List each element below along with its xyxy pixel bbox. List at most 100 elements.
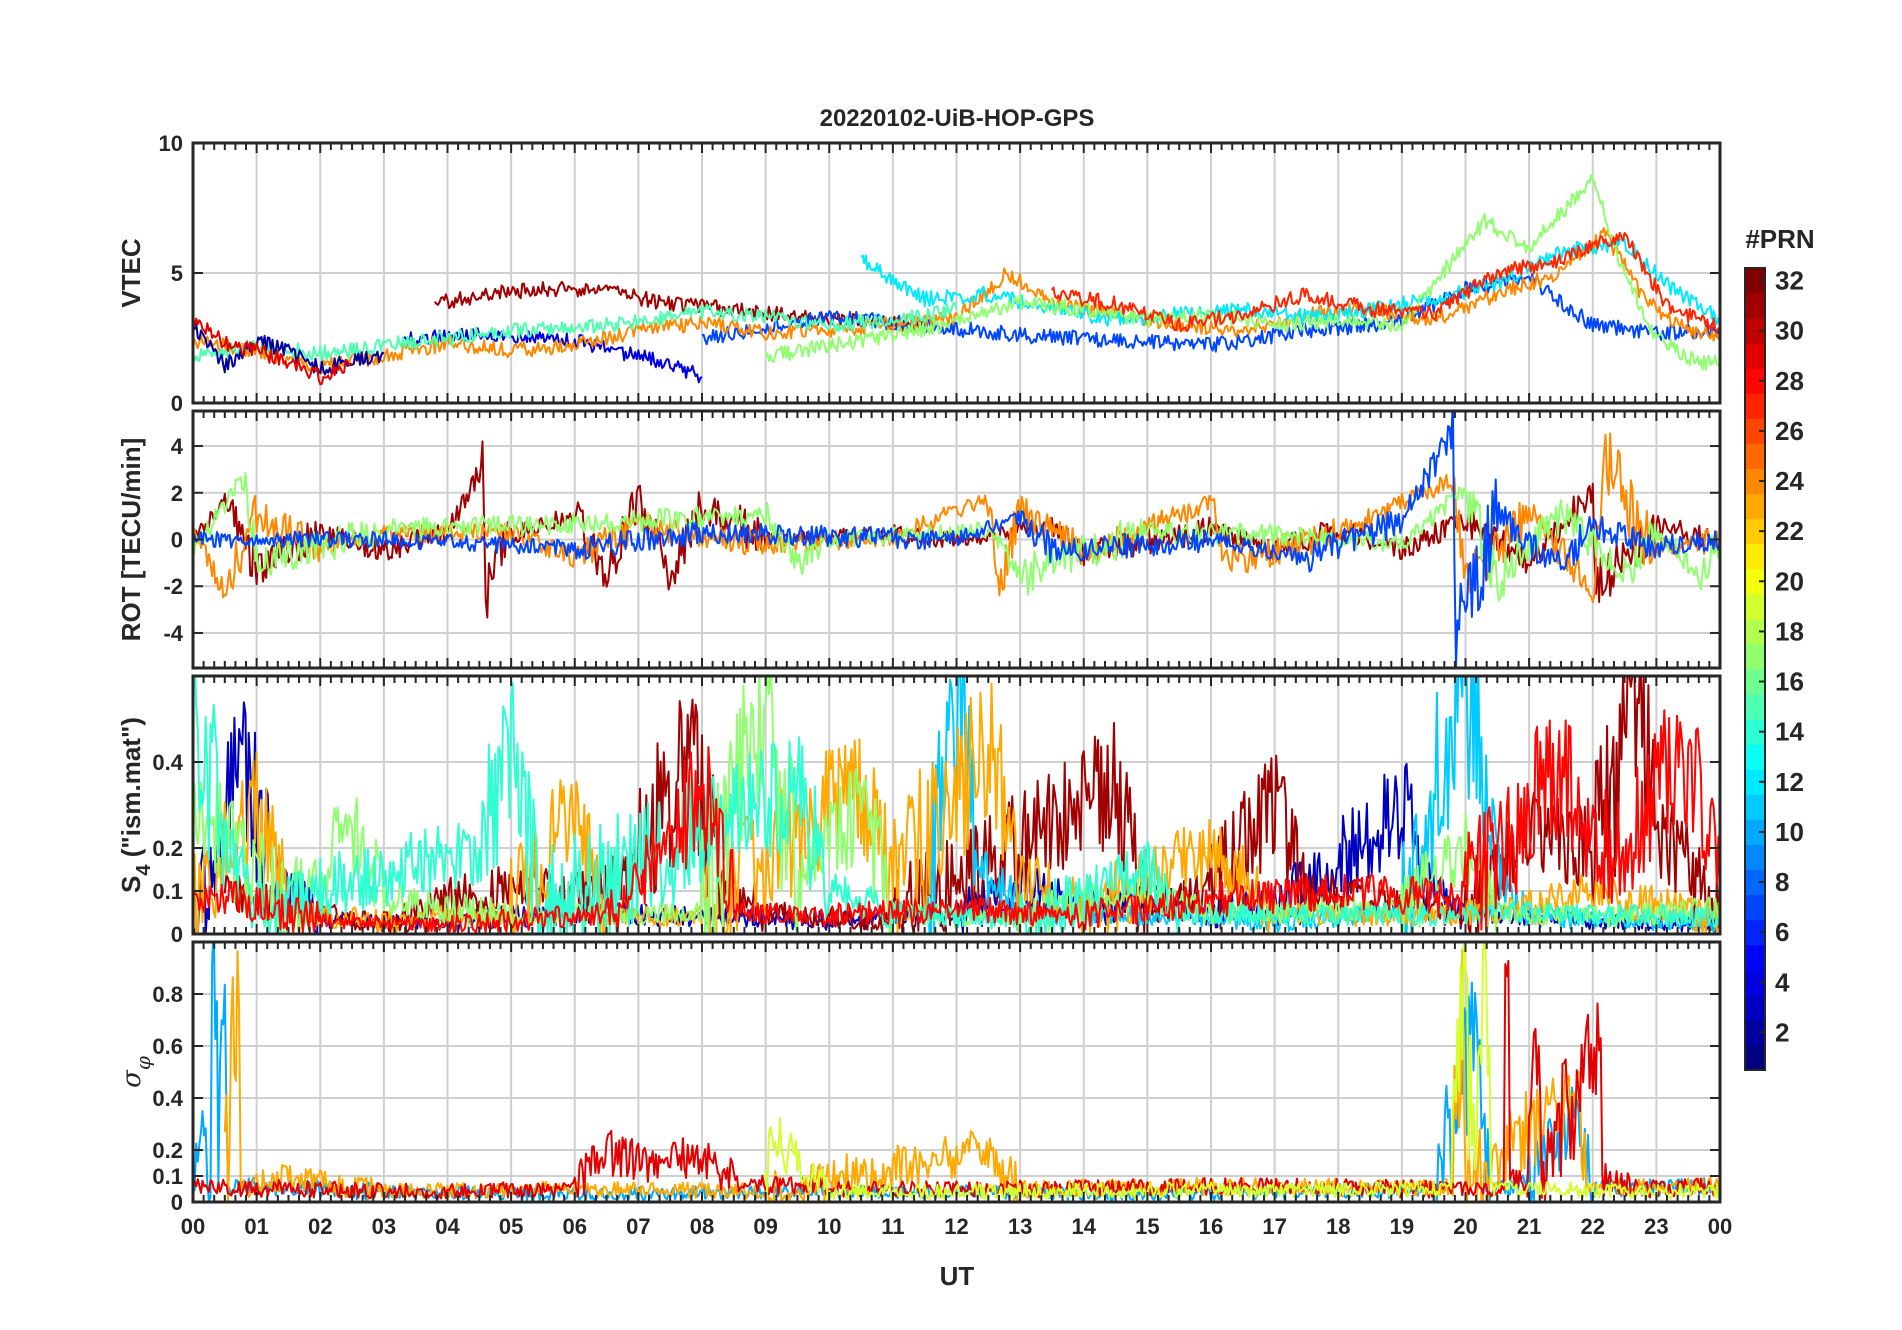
panel-s4: 0 0.1 0.2 0.4S4 ("ism.mat"): [116, 674, 1722, 947]
colorbar-tick-label: 2: [1775, 1017, 1789, 1047]
series-prn-17: [193, 471, 1720, 602]
colorbar-band: [1745, 343, 1765, 369]
x-tick-label: 20: [1453, 1214, 1477, 1239]
y-tick-label: 5: [171, 261, 183, 286]
colorbar-band: [1745, 318, 1765, 344]
x-tick-label: 03: [372, 1214, 396, 1239]
colorbar-band: [1745, 944, 1765, 971]
y-axis-label-rest: ("ism.mat"): [116, 717, 146, 864]
colorbar-band: [1745, 694, 1765, 720]
colorbar-band: [1745, 894, 1765, 921]
colorbar-band: [1745, 1019, 1765, 1046]
y-axis-label-sub: φ: [131, 1056, 155, 1070]
colorbar-tick-label: 6: [1775, 917, 1789, 947]
colorbar-tick-label: 26: [1775, 416, 1804, 446]
panel-rot: -4 -2 0 2 4 ROT [TECU/min]: [116, 409, 1722, 670]
x-tick-label: 09: [753, 1214, 777, 1239]
y-axis-label-s4: S4 ("ism.mat"): [116, 717, 155, 893]
y-tick-label: 0.2: [152, 836, 183, 861]
colorbar-tick-label: 16: [1775, 667, 1804, 697]
colorbar-tick-label: 32: [1775, 266, 1804, 296]
colorbar-title: #PRN: [1745, 224, 1814, 254]
x-tick-label: 02: [308, 1214, 332, 1239]
x-tick-label: 22: [1581, 1214, 1605, 1239]
panel-sigphi: 00.10.2 0.4 0.6 0.8 σφ 00 01 02 03 04 05 06 07 08 09 10…: [117, 940, 1732, 1239]
y-axis-label-main: S: [116, 876, 146, 893]
axes-frame: [191, 940, 1722, 1204]
colorbar-band: [1745, 1044, 1765, 1071]
y-tick-label: 0.1: [152, 1164, 183, 1189]
series-prn-2: [193, 320, 385, 376]
x-tick-label: 13: [1008, 1214, 1032, 1239]
x-tick-label: 21: [1517, 1214, 1541, 1239]
colorbar-tick-label: 24: [1775, 466, 1804, 496]
series-prn-31: [433, 280, 926, 334]
x-tick-label: 00: [181, 1214, 205, 1239]
colorbar-band: [1745, 443, 1765, 469]
x-tick-label: 05: [499, 1214, 523, 1239]
y-tick-label: 0.1: [152, 879, 183, 904]
colorbar-tick-label: 20: [1775, 566, 1804, 596]
colorbar-band: [1745, 794, 1765, 820]
colorbar-tick-label: 18: [1775, 616, 1804, 646]
series-prn-7: [701, 273, 1720, 353]
colorbar-band: [1745, 368, 1765, 394]
series-prn-12: [860, 237, 1720, 327]
x-tick-label: 00: [1708, 1214, 1732, 1239]
series-group: [193, 676, 1720, 934]
colorbar-tick-label: 28: [1775, 366, 1804, 396]
x-axis-label: UT: [940, 1261, 975, 1291]
y-axis-label-rot: ROT [TECU/min]: [116, 438, 146, 642]
chart-title: 20220102-UiB-HOP-GPS: [820, 105, 1095, 132]
y-tick-label: 0.4: [152, 1086, 183, 1111]
colorbar-band: [1745, 669, 1765, 695]
axes-frame: [191, 409, 1722, 670]
colorbar-band: [1745, 293, 1765, 319]
series-group: [193, 411, 1720, 668]
series-group: [193, 173, 1720, 386]
series-prn-7: [193, 411, 1720, 668]
y-tick-label: 0.8: [152, 982, 183, 1007]
colorbar-band: [1745, 769, 1765, 795]
colorbar-tick-label: 8: [1775, 867, 1789, 897]
x-tick-label: 01: [244, 1214, 268, 1239]
y-tick-label: -4: [163, 621, 183, 646]
series-prn-29: [193, 959, 1720, 1202]
colorbar-band: [1745, 919, 1765, 946]
series-prn-29: [193, 315, 353, 386]
colorbar-band: [1745, 568, 1765, 595]
y-tick-label: 0: [171, 1190, 183, 1215]
colorbar-band: [1745, 719, 1765, 745]
series-prn-28: [193, 709, 1720, 934]
y-tick-label: 10: [159, 131, 183, 156]
colorbar-band: [1745, 618, 1765, 645]
colorbar-tick-label: 14: [1775, 717, 1804, 747]
panel-vtec: 0 5 10 VTEC: [116, 131, 1722, 416]
colorbar-band: [1745, 393, 1765, 419]
y-tick-label: 0.4: [152, 750, 183, 775]
colorbar-band: [1745, 543, 1765, 570]
colorbar-band: [1745, 418, 1765, 444]
colorbar-band: [1745, 869, 1765, 896]
x-tick-label: 19: [1390, 1214, 1414, 1239]
y-tick-label: -2: [163, 574, 183, 599]
colorbar-tick-label: 30: [1775, 316, 1804, 346]
colorbar-frame: [1744, 267, 1766, 1071]
axes-frame: [191, 674, 1722, 936]
y-tick-label: 4: [171, 434, 184, 459]
colorbar-band: [1745, 493, 1765, 520]
colorbar-tick-label: 12: [1775, 767, 1804, 797]
colorbar-band: [1745, 268, 1765, 294]
y-tick-label: 0: [171, 528, 183, 553]
x-tick-label: 12: [944, 1214, 968, 1239]
colorbar-tick-label: 22: [1775, 516, 1804, 546]
x-tick-label: 18: [1326, 1214, 1350, 1239]
x-tick-label: 15: [1135, 1214, 1159, 1239]
x-tick-label: 11: [881, 1214, 904, 1239]
y-tick-label: 0: [171, 922, 183, 947]
colorbar-band: [1745, 593, 1765, 620]
axes-frame: [191, 141, 1722, 405]
colorbar-band: [1745, 518, 1765, 545]
